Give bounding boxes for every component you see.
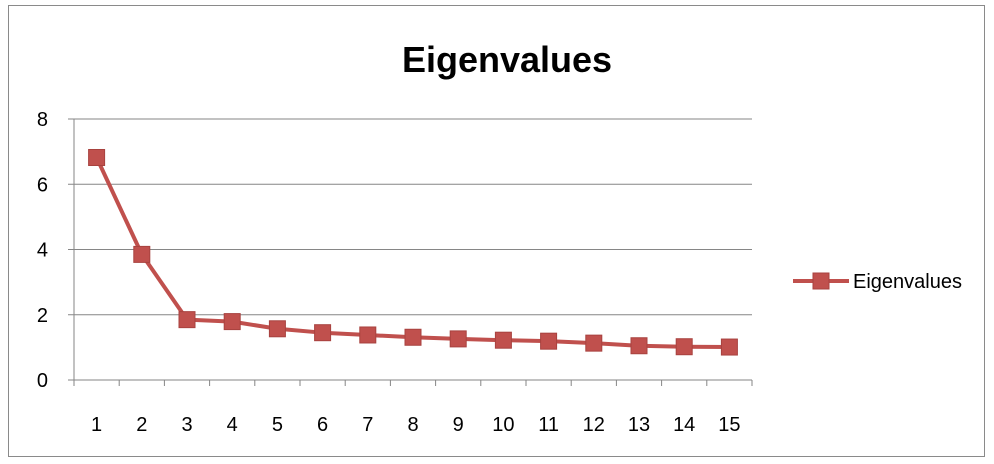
data-point-3 xyxy=(178,311,196,329)
x-tick-label: 5 xyxy=(272,414,283,436)
data-point-13 xyxy=(630,337,648,355)
data-point-10 xyxy=(494,331,512,349)
x-tick-label: 1 xyxy=(91,414,102,436)
x-tick-label: 10 xyxy=(492,414,514,436)
data-point-2 xyxy=(133,245,151,263)
axes xyxy=(68,118,753,386)
data-point-4 xyxy=(223,313,241,331)
y-tick-label: 0 xyxy=(37,370,48,392)
x-tick-label: 11 xyxy=(538,414,559,436)
x-tick-label: 14 xyxy=(673,414,695,436)
data-point-6 xyxy=(314,324,332,342)
data-point-8 xyxy=(404,328,422,346)
x-tick-label: 7 xyxy=(362,414,373,436)
legend-label: Eigenvalues xyxy=(853,271,962,293)
y-tick-label: 6 xyxy=(37,174,48,196)
x-tick-label: 4 xyxy=(227,414,238,436)
legend: Eigenvalues xyxy=(793,271,962,293)
gridlines xyxy=(74,118,752,316)
y-tick-label: 4 xyxy=(37,240,48,262)
data-point-15 xyxy=(720,338,738,356)
x-tick-label: 3 xyxy=(181,414,192,436)
x-tick-label: 8 xyxy=(407,414,418,436)
data-point-5 xyxy=(268,320,286,338)
data-point-11 xyxy=(540,332,558,350)
data-point-9 xyxy=(449,330,467,348)
x-tick-label: 15 xyxy=(718,414,740,436)
data-point-1 xyxy=(88,148,106,166)
x-tick-label: 2 xyxy=(136,414,147,436)
y-tick-labels: 0 2 4 6 8 xyxy=(37,109,48,392)
series-eigenvalues xyxy=(88,148,738,356)
y-tick-label: 2 xyxy=(37,305,48,327)
legend-marker xyxy=(812,272,830,290)
x-tick-label: 9 xyxy=(453,414,464,436)
chart-frame xyxy=(8,5,985,457)
data-point-7 xyxy=(359,326,377,344)
data-point-12 xyxy=(585,334,603,352)
chart-title: Eigenvalues xyxy=(402,39,612,80)
x-tick-labels: 1 2 3 4 5 6 7 8 9 10 11 12 13 14 15 xyxy=(91,414,740,436)
y-tick-label: 8 xyxy=(37,109,48,131)
x-tick-label: 12 xyxy=(583,414,605,436)
x-tick-label: 13 xyxy=(628,414,650,436)
data-point-14 xyxy=(675,338,693,356)
x-tick-label: 6 xyxy=(317,414,328,436)
